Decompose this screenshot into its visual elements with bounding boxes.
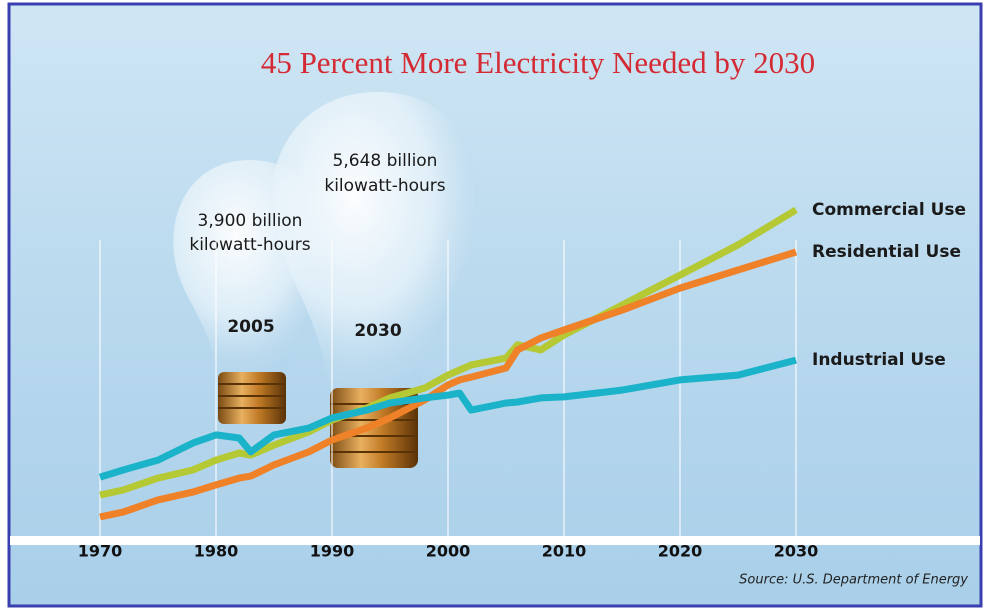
annotation: 5,648 billion: [333, 151, 438, 171]
annotation: kilowatt-hours: [324, 176, 445, 196]
x-tick-label: 2030: [774, 542, 819, 561]
annotation: 2030: [354, 321, 401, 341]
x-tick-label: 1980: [194, 542, 239, 561]
chart-title: 45 Percent More Electricity Needed by 20…: [261, 45, 815, 80]
baseline-band: [10, 536, 980, 545]
annotation: 3,900 billion: [198, 211, 303, 231]
series-line: [98, 356, 797, 481]
legend-label: Industrial Use: [812, 350, 946, 370]
legend-label: Commercial Use: [812, 200, 966, 220]
x-tick-label: 2010: [542, 542, 587, 561]
x-tick-label: 1970: [78, 542, 123, 561]
annotations: 3,900 billion kilowatt-hours 2005 5,648 …: [189, 151, 445, 341]
series-line: [99, 248, 798, 521]
bulb-glass: [271, 92, 479, 392]
legend-label: Residential Use: [812, 242, 961, 262]
annotation: 2005: [227, 317, 274, 337]
panel: [7, 2, 983, 608]
x-tick-label: 1990: [310, 542, 355, 561]
annotation: kilowatt-hours: [189, 235, 310, 255]
source: Source: U.S. Department of Energy: [739, 573, 968, 588]
bulb-threads: [218, 383, 286, 409]
x-tick-label: 2020: [658, 542, 703, 561]
x-tick-label: 2000: [426, 542, 471, 561]
bulb-base: [218, 372, 286, 424]
